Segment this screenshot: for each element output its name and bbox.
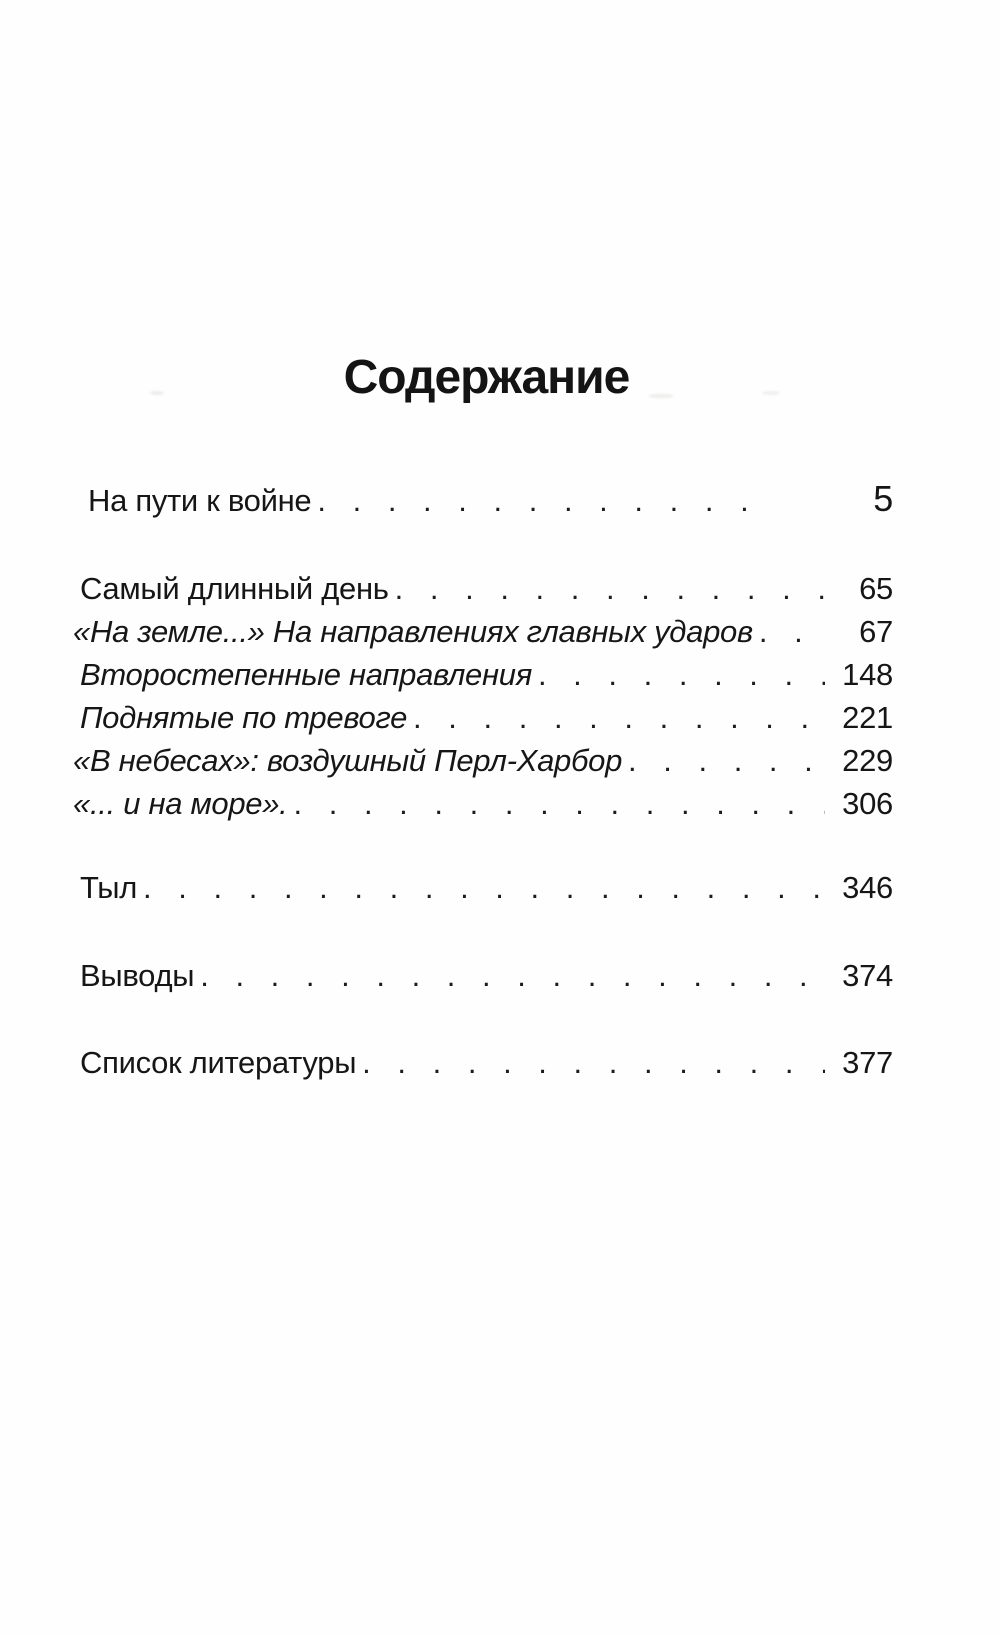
scan-artifact xyxy=(648,394,674,398)
toc-entry: «... и на море».. . . . . . . . . . . . … xyxy=(73,782,893,825)
dot-leader: . . . . . . . . . . . . . . . . . . . . … xyxy=(293,786,826,821)
dot-leader: . . . . . . . . . . . . . . . . . . . . … xyxy=(143,870,825,905)
scan-artifact xyxy=(150,391,164,395)
page-number: 377 xyxy=(842,1045,893,1080)
toc-entry-label: Самый длинный день xyxy=(80,571,389,606)
toc-entry: «В небесах»: воздушный Перл-Харбор. . . … xyxy=(73,739,893,782)
dot-leader: . . . . . . . . . . . . . . . . . . . . … xyxy=(394,571,825,606)
toc-entry-label: «На земле...» На направлениях главных уд… xyxy=(73,614,753,649)
toc-entry-label: Поднятые по тревоге xyxy=(80,700,408,735)
dot-leader: . . . . . . . . . . . . . . . . . . . . … xyxy=(413,700,825,735)
toc-entry: Второстепенные направления. . . . . . . … xyxy=(80,653,893,696)
dot-leader: . . . . . . . . . . . . . . . . . . . . … xyxy=(758,614,825,649)
toc-entry-label: Тыл xyxy=(80,870,138,905)
dot-leader: . . . . . . . . . . . . . . . . . . . . … xyxy=(537,657,825,692)
toc-entry: «На земле...» На направлениях главных уд… xyxy=(73,610,893,653)
toc-entry: Поднятые по тревоге. . . . . . . . . . .… xyxy=(80,696,893,739)
dot-leader: . . . . . . . . . . . . . . . . . . . . … xyxy=(200,958,825,993)
toc-entry-label: Второстепенные направления xyxy=(80,657,532,692)
page-number: 5 xyxy=(873,478,893,519)
dot-leader: . . . . . . . . . . . . . . . . . . . . … xyxy=(628,743,825,778)
toc-entry: На пути к войне. . . . . . . . . . . . .… xyxy=(80,477,893,522)
toc-entry: Самый длинный день. . . . . . . . . . . … xyxy=(80,567,893,610)
page-number: 229 xyxy=(842,743,893,778)
page-number: 65 xyxy=(859,571,893,606)
page-number: 148 xyxy=(842,657,893,692)
toc-list: На пути к войне. . . . . . . . . . . . .… xyxy=(73,477,893,1084)
toc-entry-label: Выводы xyxy=(80,958,195,993)
toc-entry-label: «... и на море». xyxy=(73,786,288,821)
page-content: Содержание На пути к войне. . . . . . . … xyxy=(73,351,893,1084)
page-number: 374 xyxy=(842,958,893,993)
toc-entry-label: На пути к войне xyxy=(88,483,312,518)
toc-entry-label: «В небесах»: воздушный Перл-Харбор xyxy=(73,743,623,778)
dot-leader: . . . . . . . . . . . . . . . . . . . . … xyxy=(362,1045,825,1080)
page-number: 306 xyxy=(842,786,893,821)
toc-entry: Выводы. . . . . . . . . . . . . . . . . … xyxy=(80,954,893,997)
page-title: Содержание xyxy=(343,351,631,404)
scan-artifact xyxy=(762,391,780,395)
toc-entry-label: Список литературы xyxy=(80,1045,357,1080)
dot-leader: . . . . . . . . . . . . . . . . . . . . … xyxy=(317,483,771,518)
page-number: 346 xyxy=(842,870,893,905)
toc-entry: Список литературы. . . . . . . . . . . .… xyxy=(80,1041,893,1084)
page-number: 221 xyxy=(842,700,893,735)
toc-entry: Тыл. . . . . . . . . . . . . . . . . . .… xyxy=(80,866,893,909)
page-number: 67 xyxy=(859,614,893,649)
